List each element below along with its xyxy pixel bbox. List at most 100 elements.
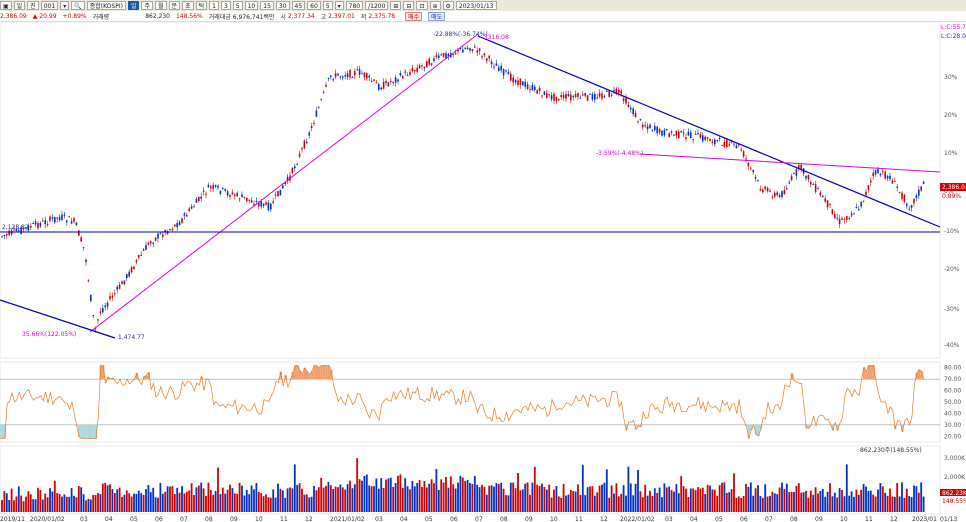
candle-body <box>726 139 728 148</box>
candle-body <box>25 227 27 229</box>
toolbar-button-30[interactable]: 2023/01/13 <box>455 1 497 10</box>
stock-chart[interactable]: -22.88%(-36.74%)3316.08 2,123.82 35.66%(12… <box>0 22 966 522</box>
candle-body <box>500 65 502 71</box>
candle-body <box>860 201 862 207</box>
candle-body <box>63 214 66 216</box>
rsi-panel <box>0 361 941 443</box>
price-axis-tick: -10% <box>944 228 960 235</box>
toolbar-button-13[interactable]: 1 <box>209 1 219 10</box>
toolbar-button-0[interactable]: ▣ <box>0 1 12 10</box>
volume-bar <box>116 489 119 512</box>
candle-body <box>918 189 920 196</box>
volume-bar <box>800 492 803 512</box>
volume-bar <box>430 479 433 512</box>
toolbar-button-1[interactable]: 일 <box>13 1 26 10</box>
toolbar-button-3[interactable]: 001 <box>40 1 59 10</box>
toolbar-button-27[interactable]: ⊡ <box>416 1 428 10</box>
volume-bar <box>233 493 236 512</box>
candle-body <box>783 189 786 195</box>
volume-bar <box>713 489 716 512</box>
volume-bar <box>680 476 683 512</box>
candle-body <box>567 94 570 97</box>
toolbar-button-18[interactable]: 30 <box>275 1 290 10</box>
toolbar-button-21[interactable]: 5 <box>322 1 333 10</box>
volume-bar <box>113 492 116 512</box>
toolbar-button-28[interactable]: ⊕ <box>429 1 441 10</box>
candle-body <box>250 200 253 203</box>
volume-bar <box>524 483 527 512</box>
x-axis-label: 10 <box>255 516 263 522</box>
x-axis-label: 12 <box>600 516 608 522</box>
candle-body <box>435 55 438 58</box>
candle-body <box>553 93 555 101</box>
toolbar-button-17[interactable]: 15 <box>260 1 274 10</box>
price-axis-tick: 0% <box>944 188 954 195</box>
volume-bar <box>327 482 330 512</box>
candle-body <box>793 173 795 175</box>
volume-bar <box>464 481 467 512</box>
volume-bar <box>641 497 644 512</box>
candle-body <box>757 180 759 182</box>
volume-bar <box>109 484 111 512</box>
volume-bar <box>123 494 126 512</box>
volume-bar <box>106 485 109 512</box>
candle-body <box>622 98 625 102</box>
toolbar-button-12[interactable]: 틱 <box>195 1 208 10</box>
candle-body <box>908 208 910 210</box>
lower-trend-line <box>0 299 116 339</box>
sell-button[interactable]: 매도 <box>428 11 446 21</box>
candle-body <box>291 167 294 174</box>
toolbar-button-26[interactable]: ⊟ <box>403 1 415 10</box>
toolbar-button-16[interactable]: 10 <box>244 1 259 10</box>
candle-body <box>186 214 188 217</box>
candle-body <box>68 216 70 218</box>
candle-body <box>123 280 126 285</box>
toolbar-button-24[interactable]: /1200 <box>365 1 389 10</box>
toolbar-button-6[interactable]: 종합(KOSPI) <box>86 1 126 10</box>
volume-bar <box>409 489 411 512</box>
candle-body <box>853 213 855 215</box>
candle-body <box>454 53 457 55</box>
toolbar-button-10[interactable]: 분 <box>168 1 181 10</box>
toolbar-button-23[interactable]: 780 <box>345 1 364 10</box>
toolbar-button-8[interactable]: 주 <box>141 1 153 10</box>
candle-body <box>121 281 123 285</box>
toolbar-button-20[interactable]: 60 <box>307 1 321 10</box>
volume-bar <box>577 484 579 512</box>
candle-body <box>111 295 114 298</box>
x-axis-label: 07 <box>475 516 483 522</box>
toolbar-button-29[interactable]: ⚙ <box>442 1 454 10</box>
volume-bar <box>879 483 882 512</box>
candle-body <box>243 196 246 198</box>
candle-body <box>738 144 740 146</box>
buy-button[interactable]: 매수 <box>405 11 423 21</box>
toolbar-button-14[interactable]: 3 <box>220 1 231 10</box>
candle-body <box>18 230 20 232</box>
toolbar-button-7[interactable]: 일 <box>127 1 140 10</box>
volume-bar <box>905 488 908 512</box>
volume-bar <box>884 492 887 512</box>
toolbar-button-4[interactable]: ▾ <box>60 1 70 10</box>
toolbar-button-19[interactable]: 45 <box>291 1 306 10</box>
candle-body <box>102 308 104 313</box>
x-axis-label: 12 <box>890 516 898 522</box>
candle-body <box>61 214 63 221</box>
toolbar-button-25[interactable]: ⊞ <box>390 1 402 10</box>
x-axis-label: 08 <box>500 516 508 522</box>
volume-bar <box>776 494 779 512</box>
candle-body <box>838 218 841 225</box>
toolbar-button-22[interactable]: ▾ <box>334 1 344 10</box>
volume-bar <box>385 479 387 512</box>
volume-bar <box>841 489 843 512</box>
toolbar-button-15[interactable]: 5 <box>232 1 243 10</box>
toolbar-button-11[interactable]: 초 <box>182 1 194 10</box>
toolbar-button-5[interactable]: 🔍 <box>71 1 85 10</box>
candle-body <box>922 181 925 184</box>
candle-body <box>711 141 714 143</box>
toolbar-button-9[interactable]: 월 <box>155 1 167 10</box>
x-axis-label: 11 <box>575 516 583 522</box>
candle-body <box>318 107 320 109</box>
candle-body <box>730 141 733 143</box>
toolbar-button-2[interactable]: 진 <box>27 1 39 10</box>
volume-bar <box>545 489 548 512</box>
